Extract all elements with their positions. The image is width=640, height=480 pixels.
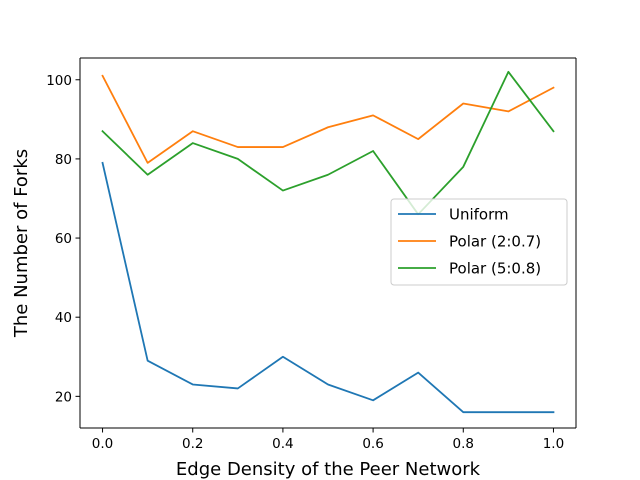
- legend: Uniform Polar (2:0.7) Polar (5:0.8): [390, 198, 568, 286]
- y-axis-label: The Number of Forks: [11, 149, 32, 338]
- series-line-2: [101, 74, 555, 164]
- legend-label-2: Polar (2:0.7): [449, 233, 541, 251]
- legend-label-1: Uniform: [449, 206, 509, 224]
- y-axis-ticks: 20 40 60 80 100: [46, 73, 80, 405]
- x-tick-label: 0.8: [453, 436, 474, 452]
- series-line-1: [101, 161, 555, 414]
- x-tick-label: 0.0: [92, 436, 113, 452]
- y-tick-label: 60: [55, 231, 72, 247]
- x-axis-ticks: 0.0 0.2 0.4 0.6 0.8 1.0: [92, 428, 564, 452]
- x-tick-label: 1.0: [543, 436, 564, 452]
- legend-label-3: Polar (5:0.8): [449, 260, 541, 278]
- x-axis-label: Edge Density of the Peer Network: [176, 459, 481, 480]
- x-tick-label: 0.4: [272, 436, 293, 452]
- y-tick-label: 40: [55, 310, 72, 326]
- series-layer: [101, 70, 555, 414]
- legend-frame: [390, 198, 568, 286]
- y-tick-label: 100: [46, 73, 72, 89]
- y-tick-label: 80: [55, 152, 72, 168]
- axes-frame: [79, 57, 577, 429]
- x-tick-label: 0.6: [362, 436, 383, 452]
- series-line-3: [101, 70, 555, 216]
- y-tick-label: 20: [55, 389, 72, 405]
- x-tick-label: 0.2: [182, 436, 203, 452]
